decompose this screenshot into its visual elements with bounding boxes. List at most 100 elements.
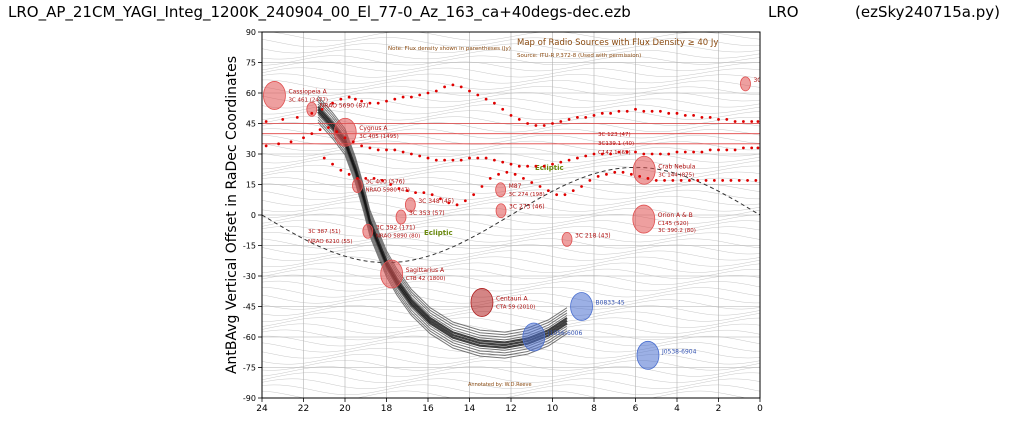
- x-tick-label: 20: [339, 404, 351, 414]
- y-tick-label: -45: [243, 303, 256, 312]
- data-point: [281, 118, 285, 121]
- radio-source-label: J1056-6006: [547, 330, 583, 337]
- radio-source-label: 3C 10 (44): [753, 77, 785, 84]
- data-point: [430, 193, 434, 197]
- data-point: [480, 185, 484, 188]
- data-point: [484, 156, 488, 160]
- data-point: [476, 93, 480, 97]
- data-point: [493, 101, 496, 105]
- ecliptic-label: Ecliptic: [424, 229, 453, 237]
- data-point: [600, 152, 604, 156]
- data-point: [351, 140, 355, 144]
- radio-source-label: Orion A & B: [658, 212, 693, 219]
- data-point: [331, 101, 334, 105]
- chart-title-right: (ezSky240715a.py): [855, 3, 1000, 21]
- data-point: [343, 136, 347, 140]
- radio-source-extra-label: 3C 390.2 (80): [658, 228, 696, 234]
- data-point: [675, 111, 679, 115]
- data-point: [455, 203, 459, 207]
- galactic-plane-band: [317, 114, 568, 351]
- data-point: [659, 109, 662, 113]
- data-point: [551, 162, 554, 166]
- radio-source-label: Sagittarius A: [406, 267, 445, 274]
- data-point: [468, 89, 471, 93]
- radio-source-label: 3C 218 (43): [575, 232, 611, 239]
- data-point: [360, 144, 363, 148]
- data-point: [493, 158, 496, 162]
- data-point: [488, 177, 492, 180]
- data-point: [385, 148, 388, 152]
- data-point: [650, 152, 654, 156]
- galactic-plane-band: [317, 121, 568, 359]
- data-point: [459, 85, 463, 89]
- data-point: [700, 150, 704, 154]
- data-point: [667, 111, 671, 115]
- data-point: [642, 109, 646, 113]
- data-point: [434, 89, 438, 93]
- x-tick-label: 2: [716, 404, 722, 414]
- x-tick-label: 12: [505, 404, 516, 414]
- data-point: [501, 107, 505, 111]
- data-point: [629, 172, 633, 176]
- data-point: [683, 113, 687, 117]
- data-point: [642, 152, 646, 156]
- data-point: [410, 95, 413, 99]
- radio-source-extra-label: NRAO 6210 (55): [308, 239, 353, 245]
- data-point: [692, 113, 695, 117]
- y-tick-label: -15: [243, 242, 256, 251]
- data-point: [526, 164, 529, 168]
- data-point: [580, 185, 583, 188]
- data-point: [501, 160, 505, 164]
- data-point: [559, 160, 563, 164]
- radio-source-sublabel: 3C 274 (198): [509, 192, 545, 198]
- data-point: [322, 156, 326, 160]
- x-tick-label: 0: [757, 404, 763, 414]
- data-point: [546, 189, 550, 193]
- data-point: [576, 116, 579, 119]
- chart-title-center: LRO: [768, 3, 799, 21]
- data-point: [538, 185, 542, 188]
- y-tick-label: 0: [251, 211, 256, 220]
- chart-title-left: LRO_AP_21CM_YAGI_Integ_1200K_240904_00_E…: [8, 3, 631, 21]
- radio-source-marker: [636, 340, 660, 370]
- data-point: [742, 120, 745, 123]
- data-point: [327, 126, 330, 129]
- y-tick-label: 90: [246, 28, 256, 37]
- data-point: [638, 174, 642, 178]
- data-point: [364, 177, 368, 180]
- data-point: [459, 158, 463, 162]
- data-point: [609, 152, 612, 156]
- galactic-plane-band: [317, 119, 568, 357]
- data-point: [534, 164, 538, 168]
- radio-source-marker: [495, 203, 507, 219]
- data-point: [692, 150, 695, 154]
- radio-source-marker: [470, 288, 494, 317]
- ecliptic-line: [262, 166, 760, 264]
- data-point: [592, 152, 596, 156]
- data-point: [667, 152, 671, 156]
- data-point: [339, 97, 343, 101]
- data-point: [414, 191, 417, 195]
- radio-source-sublabel: NRAO 5890 (80): [376, 233, 421, 239]
- map-title: Map of Radio Sources with Flux Density ≥…: [517, 38, 718, 48]
- radio-source-label: 3C 353 (57): [409, 210, 445, 217]
- data-point: [320, 107, 324, 111]
- x-tick-label: 24: [256, 404, 268, 414]
- map-source: Source: ITU-R P.372-8 (Used with permiss…: [517, 53, 641, 59]
- data-point: [742, 146, 745, 150]
- data-point: [605, 172, 608, 176]
- data-point: [559, 120, 563, 123]
- data-point: [584, 116, 588, 119]
- y-tick-label: -90: [243, 394, 256, 403]
- radio-source-extra-label: 3C139.1 (40): [598, 141, 634, 147]
- data-point: [434, 158, 438, 162]
- data-point: [617, 150, 621, 154]
- radio-source-sublabel: NRAO 5980 (47): [365, 188, 410, 194]
- data-point: [289, 140, 293, 144]
- radio-source-marker: [570, 292, 593, 321]
- data-point: [567, 118, 571, 121]
- data-point: [385, 99, 388, 103]
- data-point: [617, 109, 621, 113]
- data-point: [443, 85, 446, 89]
